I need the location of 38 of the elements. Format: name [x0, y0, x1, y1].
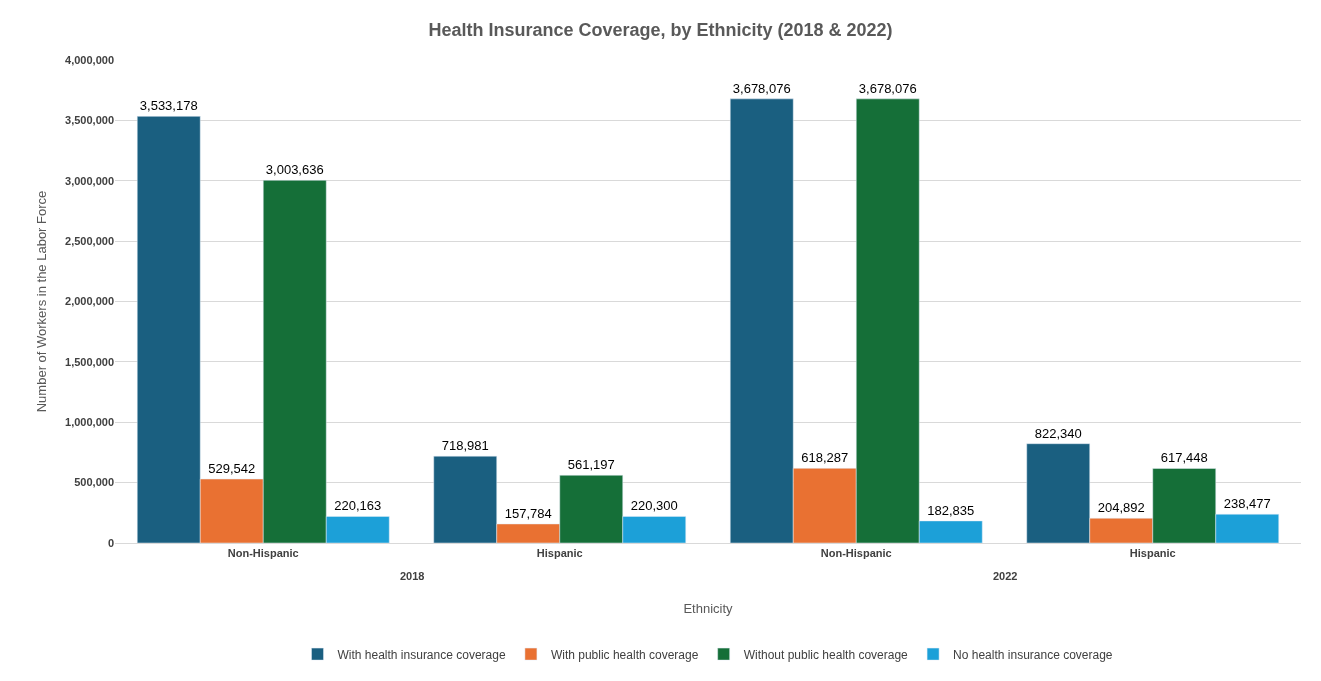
data-label: 617,448 — [1160, 450, 1208, 466]
data-label: 618,287 — [801, 450, 849, 466]
x-axis-title: Ethnicity — [683, 600, 734, 616]
data-label: 220,163 — [334, 498, 382, 514]
y-tick-label: 4,000,000 — [65, 53, 114, 66]
data-label: 3,533,178 — [139, 98, 198, 114]
y-axis-title: Number of Workers in the Labor Force — [34, 190, 50, 413]
legend-label: With health insurance coverage — [337, 647, 506, 662]
y-tick-label: 2,000,000 — [65, 295, 114, 308]
legend-label: Without public health coverage — [743, 647, 909, 662]
data-label: 182,835 — [927, 502, 975, 518]
x-tick-label: Non-Hispanic — [227, 547, 299, 560]
legend-label: No health insurance coverage — [953, 647, 1113, 662]
x-tick-label: Hispanic — [536, 547, 583, 560]
data-label: 3,678,076 — [732, 80, 791, 96]
x-tick-label: Hispanic — [1129, 547, 1176, 560]
y-tick-label: 3,500,000 — [65, 114, 114, 127]
text: 2018 — [400, 570, 425, 582]
y-tick-label: 3,000,000 — [65, 174, 114, 187]
data-label: 561,197 — [567, 457, 615, 473]
y-tick-label: 0 — [107, 536, 114, 549]
data-label: 529,542 — [208, 461, 256, 477]
data-label: 204,892 — [1097, 500, 1145, 516]
data-label: 220,300 — [630, 498, 678, 514]
y-tick-label: 1,500,000 — [65, 355, 114, 368]
data-label: 3,003,636 — [265, 162, 324, 178]
y-tick-label: 2,500,000 — [65, 234, 114, 247]
data-label: 822,340 — [1034, 425, 1082, 441]
data-label: 157,784 — [504, 505, 552, 521]
y-tick-label: 500,000 — [74, 476, 114, 489]
data-label: 3,678,076 — [858, 80, 917, 96]
text: 2022 — [993, 570, 1018, 582]
y-tick-label: 1,000,000 — [65, 416, 114, 429]
data-label: 718,981 — [441, 438, 489, 454]
data-label: 238,477 — [1223, 496, 1271, 512]
legend-label: With public health coverage — [550, 647, 699, 662]
chart-title: Health Insurance Coverage, by Ethnicity (2018 & 2022) — [428, 20, 893, 41]
x-tick-label: Non-Hispanic — [820, 547, 892, 560]
